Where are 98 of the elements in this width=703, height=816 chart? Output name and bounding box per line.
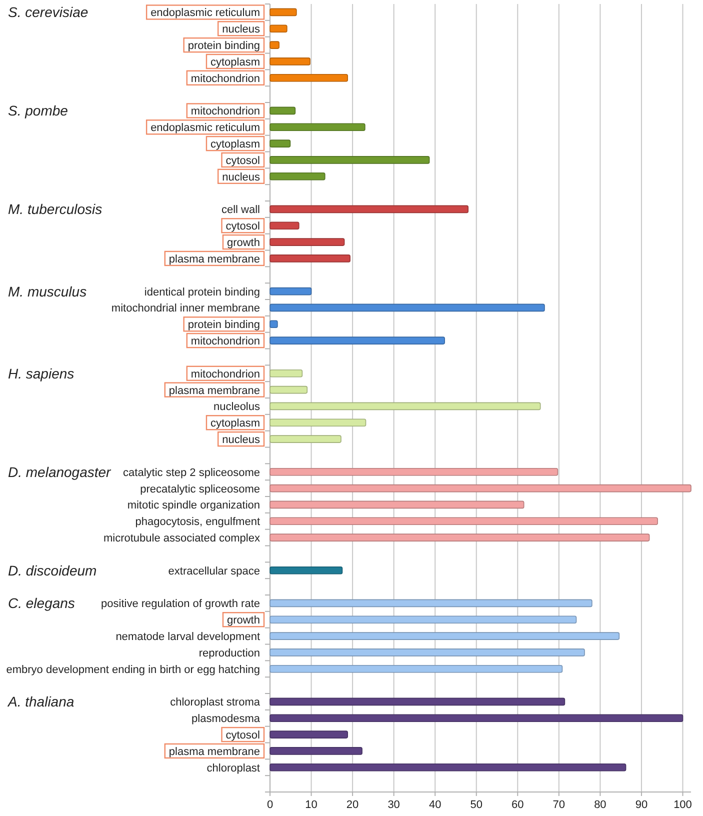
y-tick-label: catalytic step 2 spliceosome xyxy=(123,466,260,479)
bar xyxy=(270,698,566,706)
y-tick-label: endoplasmic reticulum xyxy=(150,122,260,134)
y-tick-label: mitochondrion xyxy=(190,368,260,380)
y-tick-label: precatalytic spliceosome xyxy=(140,483,260,496)
y-tick-label: identical protein binding xyxy=(144,286,260,298)
x-tick-label: 90 xyxy=(635,799,648,811)
x-tick-label: 60 xyxy=(512,799,524,811)
bar xyxy=(270,41,280,49)
y-tick-label: protein binding xyxy=(188,40,260,52)
bar xyxy=(270,747,362,755)
bar xyxy=(270,386,308,394)
y-tick-label: mitochondrion xyxy=(190,336,260,348)
x-tick-label: 0 xyxy=(266,799,274,811)
y-tick-label: chloroplast stroma xyxy=(170,696,261,709)
y-tick-label: nucleus xyxy=(222,24,260,36)
y-tick-label: protein binding xyxy=(188,319,260,332)
y-tick-label: mitochondrion xyxy=(190,72,260,85)
y-tick-label: phagocytosis, engulfment xyxy=(135,516,260,528)
y-tick-label: cytoplasm xyxy=(210,418,260,430)
y-tick-label: nucleolus xyxy=(214,401,260,414)
x-tick-label: 70 xyxy=(552,799,566,811)
text: M. tuberculosis xyxy=(8,201,102,218)
y-tick-label: plasma membrane xyxy=(168,253,260,266)
y-tick-label: extracellular space xyxy=(168,565,260,578)
x-tick-label: 40 xyxy=(428,799,442,811)
bar xyxy=(270,58,310,66)
bar xyxy=(270,238,345,246)
x-tick-label: 50 xyxy=(470,799,482,811)
bar xyxy=(270,730,348,738)
bar xyxy=(270,500,524,509)
text: A. thaliana xyxy=(7,694,74,710)
bar xyxy=(270,484,692,492)
bar xyxy=(270,74,348,82)
bar xyxy=(270,435,342,443)
bar xyxy=(270,287,312,296)
bar xyxy=(270,648,585,656)
bar xyxy=(270,24,288,33)
text: M. musculus xyxy=(8,283,87,300)
bar xyxy=(270,205,469,214)
bar xyxy=(270,517,658,526)
y-tick-label: endoplasmic reticulum xyxy=(150,7,260,20)
y-tick-label: plasma membrane xyxy=(168,384,260,397)
x-tick-label: 10 xyxy=(305,799,318,811)
y-tick-label: nucleus xyxy=(222,171,260,184)
bar xyxy=(270,402,541,410)
y-tick-label: cytosol xyxy=(226,730,260,742)
text: H. sapiens xyxy=(8,365,74,382)
y-tick-label: embryo development ending in birth or egg hatching xyxy=(6,664,260,676)
y-tick-label: reproduction xyxy=(198,647,260,660)
bar xyxy=(270,599,592,608)
bar xyxy=(270,369,303,378)
text: S. cerevisiae xyxy=(8,4,88,20)
bar xyxy=(270,418,366,427)
bar xyxy=(270,616,577,624)
bar xyxy=(270,632,620,640)
bar xyxy=(270,664,563,673)
bar xyxy=(270,254,350,262)
y-tick-label: mitochondrion xyxy=(190,106,260,118)
y-tick-label: cytosol xyxy=(226,154,260,167)
y-tick-label: cytoplasm xyxy=(210,56,260,68)
y-tick-label: nucleus xyxy=(222,434,260,446)
bar xyxy=(270,123,366,132)
y-tick-label: plasma membrane xyxy=(168,746,260,758)
bar xyxy=(270,172,326,180)
bar xyxy=(270,714,684,722)
text: D. discoideum xyxy=(8,562,98,578)
bar xyxy=(270,106,296,115)
y-tick-label: growth xyxy=(226,237,260,250)
bar xyxy=(270,140,291,148)
y-tick-label: mitochondrial inner membrane xyxy=(111,302,260,315)
x-tick-label: 80 xyxy=(594,799,606,811)
x-tick-label: 20 xyxy=(346,799,359,811)
y-tick-label: cell wall xyxy=(221,204,260,216)
y-tick-label: positive regulation of growth rate xyxy=(101,598,260,610)
y-tick-label: cytoplasm xyxy=(210,138,260,151)
bar xyxy=(270,222,300,230)
y-tick-label: cytosol xyxy=(226,220,260,233)
y-tick-label: nematode larval development xyxy=(116,631,260,644)
text: C. elegans xyxy=(8,595,75,612)
x-tick-label: 30 xyxy=(388,799,400,811)
bar xyxy=(270,763,626,772)
text: D. melanogaster xyxy=(8,464,112,480)
bar xyxy=(270,8,297,16)
y-tick-label: microtubule associated complex xyxy=(103,532,260,545)
bar xyxy=(270,534,650,542)
x-tick-label: 100 xyxy=(674,799,692,811)
bar xyxy=(270,304,545,312)
y-tick-label: plasmodesma xyxy=(192,713,261,726)
bar xyxy=(270,468,558,476)
bar xyxy=(270,336,445,344)
bar xyxy=(270,566,343,574)
bar xyxy=(270,320,278,328)
bar xyxy=(270,156,430,164)
text: S. pombe xyxy=(8,102,68,119)
y-tick-label: mitotic spindle organization xyxy=(127,500,260,512)
y-tick-label: growth xyxy=(226,614,260,627)
y-tick-label: chloroplast xyxy=(206,762,260,774)
